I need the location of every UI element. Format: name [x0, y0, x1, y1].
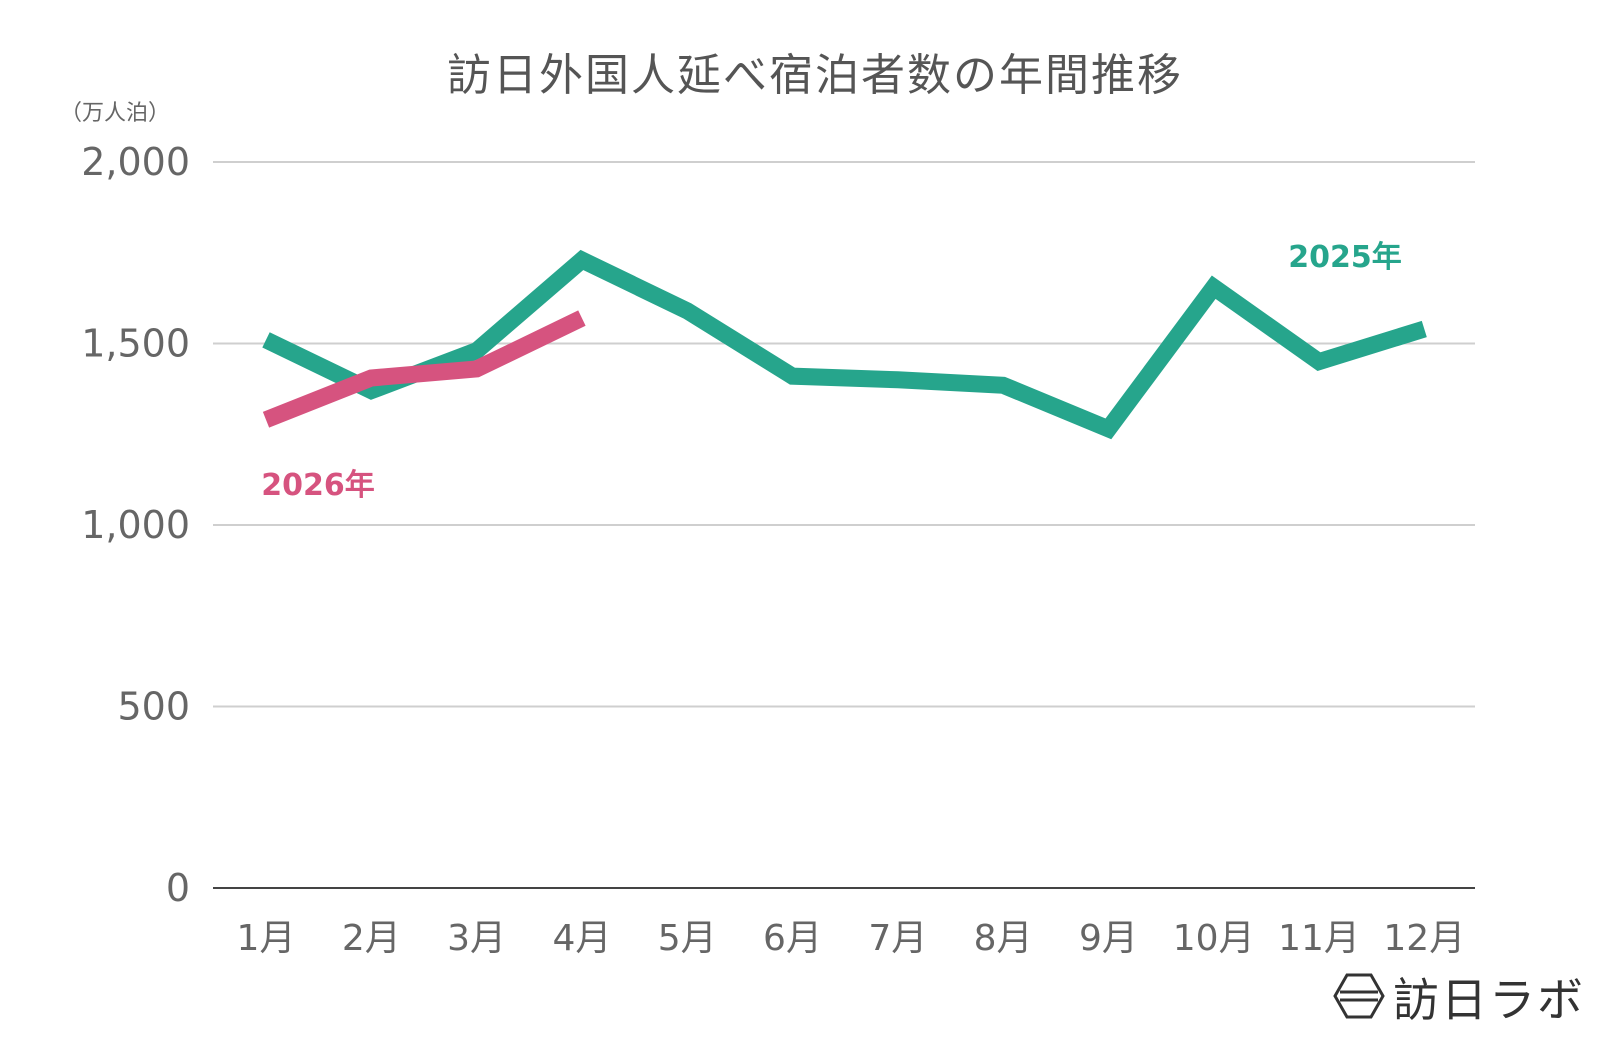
- gridlines: [213, 161, 1475, 889]
- chart-title: 訪日外国人延べ宿泊者数の年間推移: [447, 50, 1183, 101]
- logo-text: 訪日ラボ: [1393, 973, 1585, 1027]
- series-labels: 2025年 2026年: [261, 240, 1402, 503]
- series-line-2: [262, 310, 586, 428]
- series-label-2: 2026年: [261, 468, 375, 503]
- x-tick-label: 12月: [1383, 918, 1465, 959]
- y-axis-unit-label: （万人泊）: [60, 101, 170, 126]
- x-tick-label: 5月: [658, 918, 717, 959]
- x-axis-ticks: 1月 2月 3月 4月 5月 6月 7月 8月 9月 10月 11月 12月: [237, 918, 1466, 959]
- y-tick-label: 1,000: [81, 503, 190, 547]
- series-label-1: 2025年: [1288, 240, 1402, 275]
- hexagon-logo-icon: [1333, 973, 1385, 1019]
- y-tick-label: 1,500: [81, 322, 190, 366]
- x-tick-label: 4月: [552, 918, 611, 959]
- brand-logo: 訪日ラボ: [1333, 973, 1585, 1027]
- series-lines: [262, 249, 1427, 440]
- x-tick-label: 11月: [1278, 918, 1360, 959]
- x-tick-label: 7月: [868, 918, 927, 959]
- y-tick-label: 0: [166, 866, 190, 910]
- x-tick-label: 3月: [447, 918, 506, 959]
- x-tick-label: 10月: [1173, 918, 1255, 959]
- y-tick-label: 2,000: [81, 140, 190, 184]
- series-line-1: [262, 249, 1427, 440]
- x-tick-label: 8月: [974, 918, 1033, 959]
- y-tick-label: 500: [117, 685, 190, 729]
- x-tick-label: 2月: [342, 918, 401, 959]
- x-tick-label: 1月: [237, 918, 296, 959]
- x-tick-label: 6月: [763, 918, 822, 959]
- x-tick-label: 9月: [1079, 918, 1138, 959]
- y-axis-ticks: 0 500 1,000 1,500 2,000: [81, 140, 190, 910]
